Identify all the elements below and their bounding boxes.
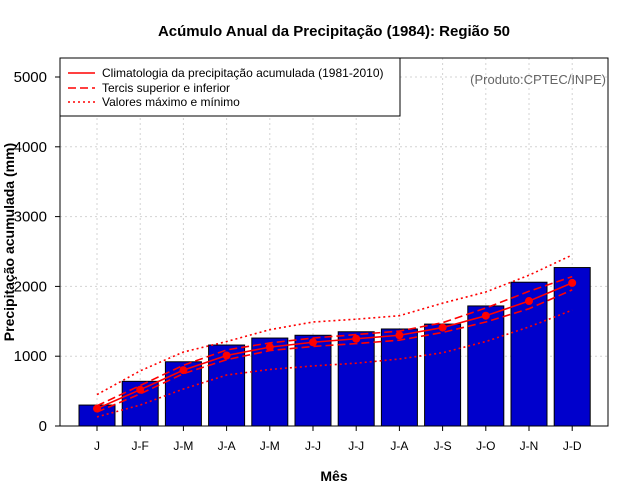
series-line [96, 282, 573, 410]
bar [424, 323, 462, 427]
x-tick-label: J [94, 439, 100, 453]
x-tick-label: J-J [305, 439, 321, 453]
x-axis-label: Mês [320, 468, 347, 484]
y-tick-label: 2000 [14, 278, 47, 295]
x-tick-label: J-M [173, 439, 193, 453]
y-axis-label: Precipitação acumulada (mm) [1, 143, 17, 341]
y-axis: 0 1000 2000 3000 4000 5000 [14, 69, 60, 435]
x-tick-label: J-O [476, 439, 495, 453]
x-axis: J J-F J-M J-A J-M J-J J-J J-A J-S J-O J-N J-D [94, 426, 582, 453]
credit-text: (Produto:CPTEC/INPE) [470, 72, 606, 87]
x-tick-label: J-F [132, 439, 149, 453]
series-point [179, 366, 188, 375]
x-tick-label: J-S [434, 439, 452, 453]
bar [294, 334, 332, 427]
chart-title: Acúmulo Anual da Precipitação (1984): Re… [158, 23, 510, 40]
series-point [309, 338, 317, 347]
x-tick-label: J-M [260, 439, 280, 453]
x-tick-label: J-D [563, 439, 582, 453]
y-tick-label: 3000 [14, 209, 47, 226]
series-point [568, 278, 577, 287]
bar [337, 331, 375, 427]
series-point [438, 323, 447, 332]
x-tick-label: J-J [348, 439, 364, 453]
legend-box [59, 57, 401, 117]
series-point [265, 343, 274, 352]
bar [380, 328, 418, 427]
y-tick-label: 1000 [14, 348, 47, 365]
y-tick-label: 0 [39, 418, 47, 435]
bar [553, 267, 591, 427]
x-tick-label: J-N [520, 439, 539, 453]
legend: Climatologia da precipitação acumulada (… [59, 57, 401, 117]
series-point [525, 297, 533, 306]
y-tick-label: 5000 [14, 69, 47, 86]
series-point [352, 334, 361, 343]
x-tick-label: J-A [390, 439, 408, 453]
series-point [395, 331, 404, 340]
series-line [96, 275, 573, 407]
series-line [96, 289, 573, 413]
series-point [136, 385, 145, 394]
x-tick-label: J-A [218, 439, 236, 453]
legend-entry-terciles: Tercis superior e inferior [102, 81, 230, 95]
bar [467, 305, 505, 427]
series-point [222, 351, 231, 360]
legend-entry-climatology: Climatologia da precipitação acumulada (… [102, 66, 384, 80]
series-lines [93, 254, 577, 418]
y-tick-label: 4000 [14, 139, 47, 156]
legend-entry-extremes: Valores máximo e mínimo [102, 95, 240, 109]
series-point [481, 311, 490, 320]
series-line [96, 254, 573, 396]
bars [78, 267, 591, 427]
series-line [96, 309, 573, 418]
